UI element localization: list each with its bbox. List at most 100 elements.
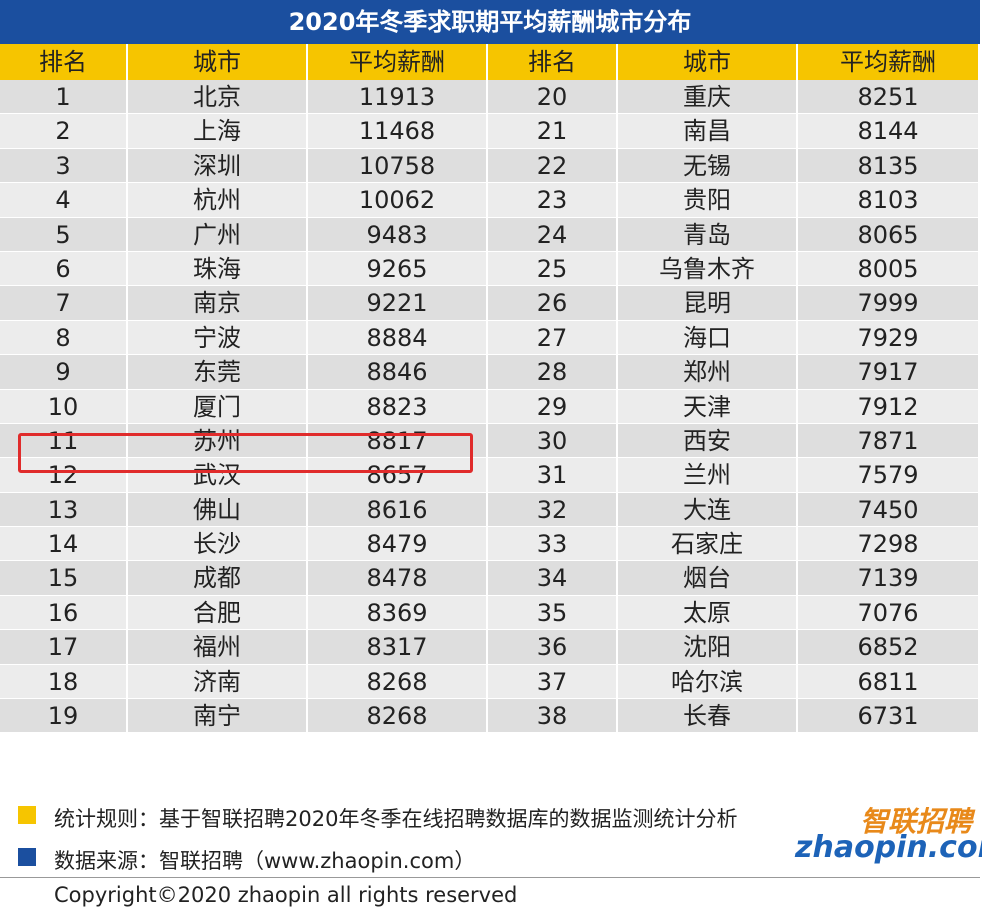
header-cell: 城市 [618, 44, 798, 80]
table-cell: 31 [488, 458, 618, 493]
table-cell: 8268 [308, 699, 488, 734]
table-cell: 37 [488, 664, 618, 700]
table-cell: 长沙 [128, 527, 308, 562]
table-cell: 18 [0, 664, 128, 700]
table-cell: 8478 [308, 561, 488, 596]
table-row: 2 上海 11468 21 南昌 8144 [0, 114, 980, 149]
table-cell: 郑州 [618, 355, 798, 390]
table-cell: 6811 [798, 664, 980, 700]
table-cell: 8657 [308, 458, 488, 493]
table-cell: 大连 [618, 492, 798, 528]
table-row: 19 南宁 8268 38 长春 6731 [0, 699, 980, 734]
table-row: 9 东莞 8846 28 郑州 7917 [0, 355, 980, 390]
table-cell: 成都 [128, 561, 308, 596]
table-cell: 15 [0, 561, 128, 596]
table-cell: 乌鲁木齐 [618, 251, 798, 287]
table-cell: 10758 [308, 148, 488, 184]
table-cell: 7450 [798, 492, 980, 528]
table-cell: 宁波 [128, 320, 308, 356]
table-row: 10 厦门 8823 29 天津 7912 [0, 389, 980, 424]
divider [0, 877, 980, 878]
table-cell: 深圳 [128, 148, 308, 184]
table-cell: 重庆 [618, 80, 798, 115]
table-cell: 青岛 [618, 217, 798, 252]
header-cell: 城市 [128, 44, 308, 80]
table-cell: 昆明 [618, 286, 798, 321]
table-cell: 27 [488, 320, 618, 356]
yellow-marker [18, 806, 36, 824]
table-cell: 哈尔滨 [618, 664, 798, 700]
table-row: 1 北京 11913 20 重庆 8251 [0, 80, 980, 115]
table-cell: 天津 [618, 389, 798, 424]
table-cell: 8268 [308, 664, 488, 700]
table-cell: 苏州 [128, 423, 308, 459]
table-cell: 33 [488, 527, 618, 562]
table-row: 4 杭州 10062 23 贵阳 8103 [0, 183, 980, 218]
table-cell: 6731 [798, 699, 980, 734]
table-cell: 3 [0, 148, 128, 184]
table-row: 11 苏州 8817 30 西安 7871 [0, 423, 980, 459]
table-cell: 沈阳 [618, 630, 798, 665]
table-cell: 8479 [308, 527, 488, 562]
table-row: 16 合肥 8369 35 太原 7076 [0, 595, 980, 631]
table-cell: 20 [488, 80, 618, 115]
table-cell: 9483 [308, 217, 488, 252]
table-cell: 无锡 [618, 148, 798, 184]
table-cell: 8616 [308, 492, 488, 528]
table-cell: 11468 [308, 114, 488, 149]
table-cell: 8884 [308, 320, 488, 356]
table-cell: 长春 [618, 699, 798, 734]
table-cell: 上海 [128, 114, 308, 149]
table-cell: 合肥 [128, 595, 308, 631]
table-cell: 29 [488, 389, 618, 424]
table-row: 14 长沙 8479 33 石家庄 7298 [0, 527, 980, 562]
table-row: 3 深圳 10758 22 无锡 8135 [0, 148, 980, 184]
table-cell: 8144 [798, 114, 980, 149]
table-cell: 8 [0, 320, 128, 356]
table-cell: 9265 [308, 251, 488, 287]
table-cell: 厦门 [128, 389, 308, 424]
table-cell: 兰州 [618, 458, 798, 493]
table-cell: 13 [0, 492, 128, 528]
table-cell: 8817 [308, 423, 488, 459]
table-cell: 5 [0, 217, 128, 252]
blue-marker [18, 848, 36, 866]
table-cell: 南昌 [618, 114, 798, 149]
table-cell: 35 [488, 595, 618, 631]
table-cell: 济南 [128, 664, 308, 700]
table-cell: 9221 [308, 286, 488, 321]
table-cell: 21 [488, 114, 618, 149]
table-cell: 8103 [798, 183, 980, 218]
table-row: 7 南京 9221 26 昆明 7999 [0, 286, 980, 321]
table-cell: 8823 [308, 389, 488, 424]
table-cell: 福州 [128, 630, 308, 665]
table-cell: 34 [488, 561, 618, 596]
table-cell: 6 [0, 251, 128, 287]
table-cell: 30 [488, 423, 618, 459]
table-cell: 8846 [308, 355, 488, 390]
table-cell: 7076 [798, 595, 980, 631]
table-cell: 8317 [308, 630, 488, 665]
title: 2020年冬季求职期平均薪酬城市分布 [0, 0, 980, 44]
table-cell: 26 [488, 286, 618, 321]
table-cell: 南宁 [128, 699, 308, 734]
table-cell: 12 [0, 458, 128, 493]
table-cell: 9 [0, 355, 128, 390]
table-cell: 14 [0, 527, 128, 562]
table-cell: 11 [0, 423, 128, 459]
table-cell: 8005 [798, 251, 980, 287]
table-cell: 7871 [798, 423, 980, 459]
table-cell: 烟台 [618, 561, 798, 596]
table-cell: 7298 [798, 527, 980, 562]
table-cell: 北京 [128, 80, 308, 115]
table-cell: 7999 [798, 286, 980, 321]
table-cell: 8135 [798, 148, 980, 184]
table-row: 6 珠海 9265 25 乌鲁木齐 8005 [0, 251, 980, 287]
table-cell: 23 [488, 183, 618, 218]
table-row: 15 成都 8478 34 烟台 7139 [0, 561, 980, 596]
table-cell: 7912 [798, 389, 980, 424]
table-cell: 东莞 [128, 355, 308, 390]
table-cell: 7 [0, 286, 128, 321]
table-cell: 贵阳 [618, 183, 798, 218]
